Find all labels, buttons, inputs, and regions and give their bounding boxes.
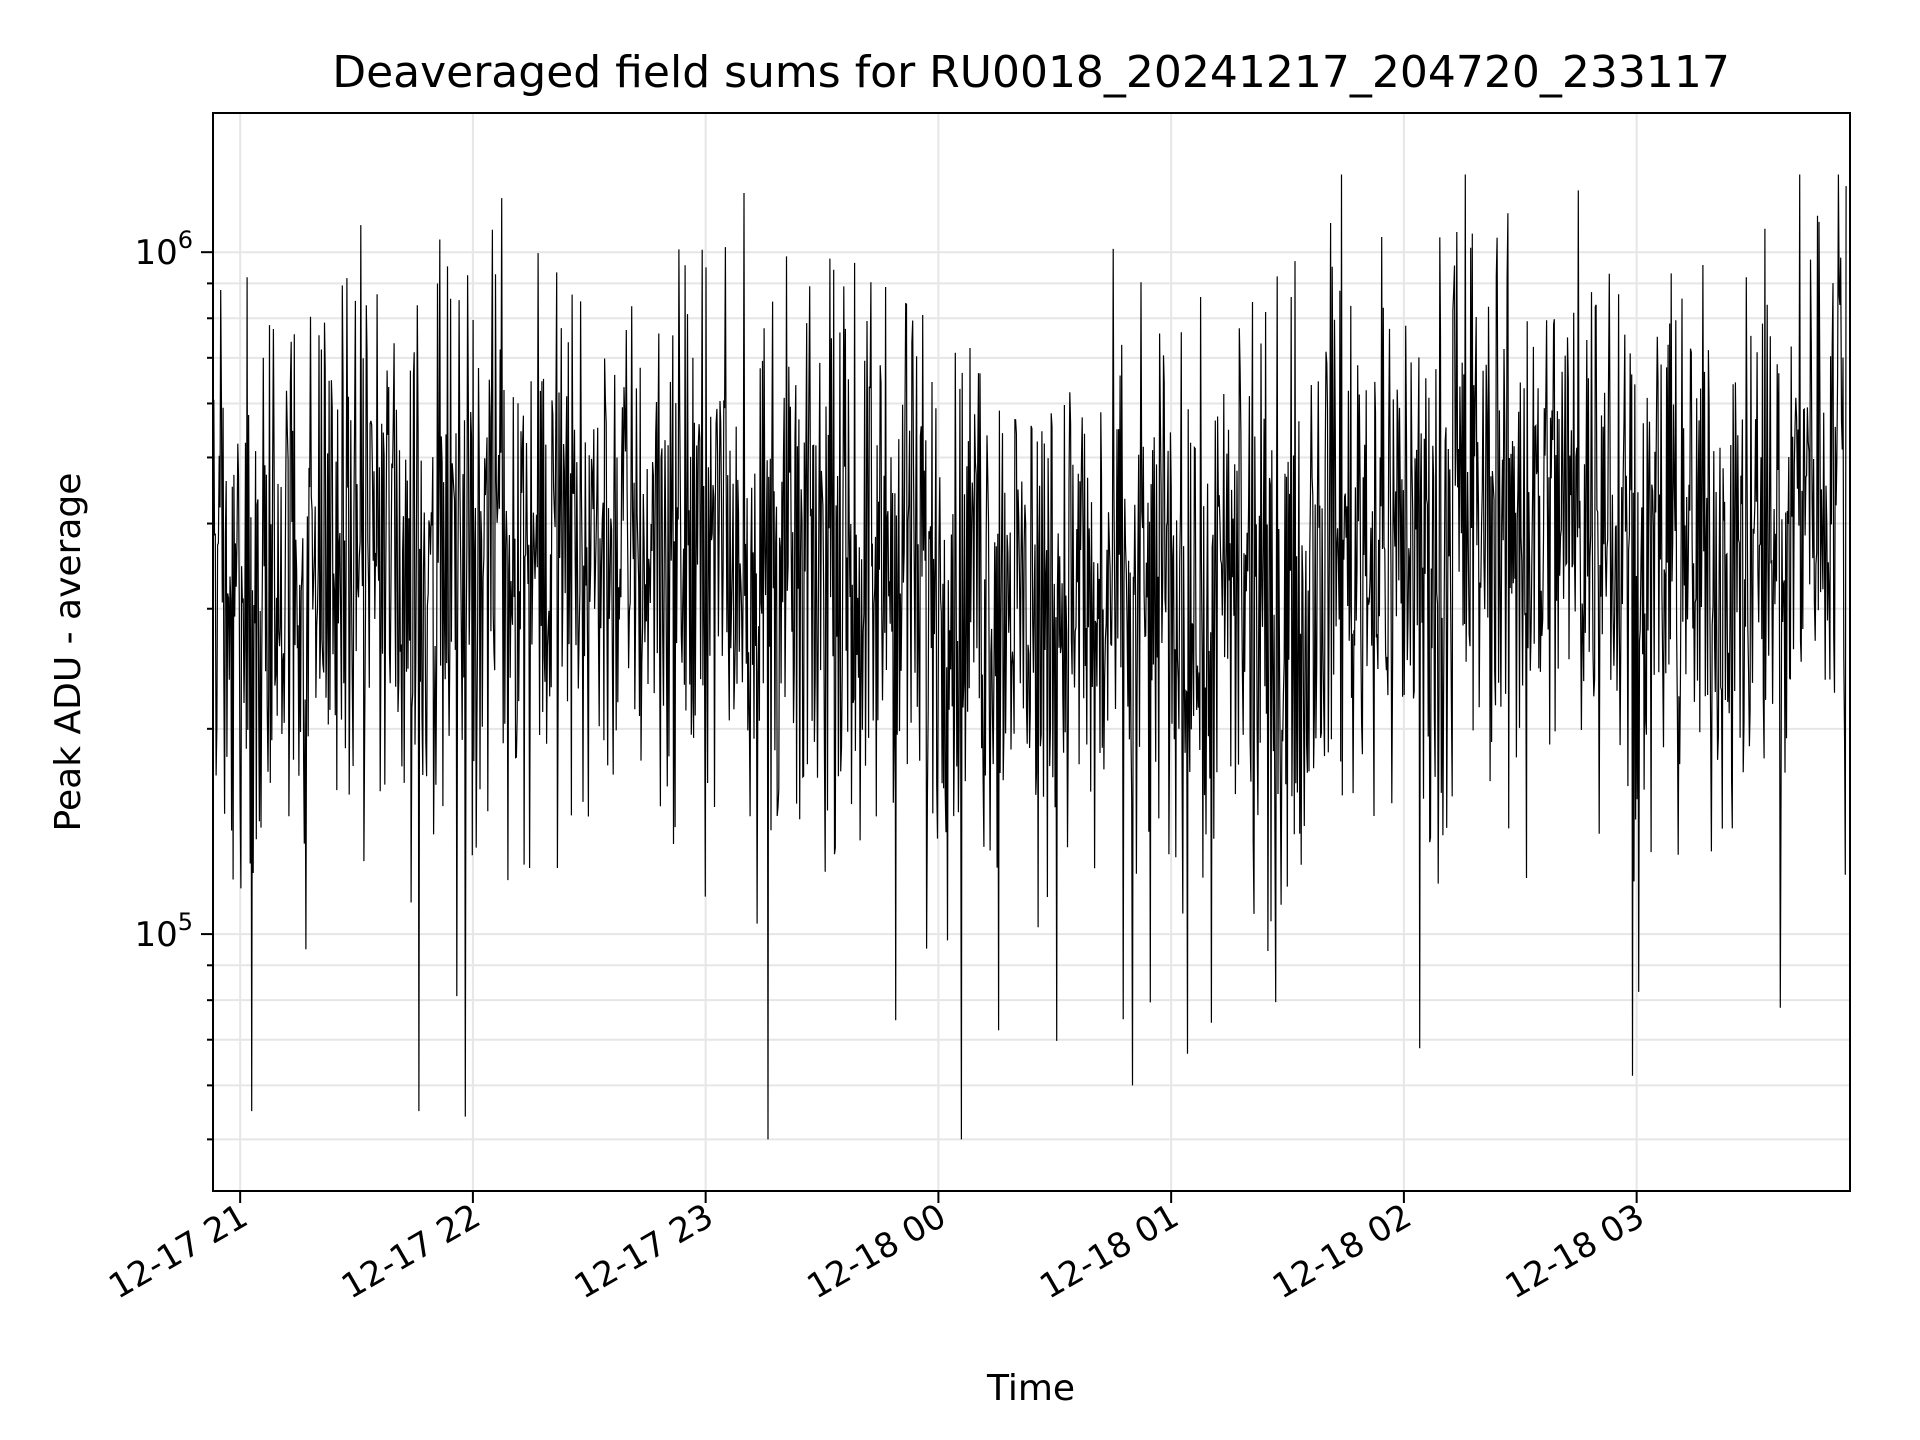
x-tick-label: 12-17 23 — [568, 1196, 720, 1307]
y-tick-exponent: 5 — [178, 908, 193, 936]
x-tick-label: 12-18 00 — [801, 1196, 953, 1307]
plot-frame — [212, 112, 1851, 1192]
x-tick-label: 12-17 22 — [335, 1196, 487, 1307]
x-axis: 12-17 21 12-17 22 12-17 23 12-18 00 12-18 01… — [102, 1191, 1651, 1307]
x-tick-label: 12-18 01 — [1033, 1196, 1185, 1307]
y-tick-base: 10 — [134, 915, 177, 955]
y-axis-label: Peak ADU - average — [48, 473, 89, 832]
grid — [213, 113, 1850, 1191]
chart-title: Deaveraged field sums for RU0018_2024121… — [332, 47, 1730, 98]
y-tick-label: 106 — [134, 226, 193, 273]
x-axis-label: Time — [986, 1368, 1075, 1409]
x-tick-label: 12-17 21 — [102, 1196, 254, 1307]
x-tick-label: 12-18 02 — [1266, 1196, 1418, 1307]
y-tick-base: 10 — [134, 233, 177, 273]
series-line — [212, 174, 1847, 1140]
x-tick-label: 12-18 03 — [1499, 1196, 1651, 1307]
y-tick-exponent: 6 — [178, 226, 193, 254]
y-tick-label: 105 — [134, 908, 193, 955]
